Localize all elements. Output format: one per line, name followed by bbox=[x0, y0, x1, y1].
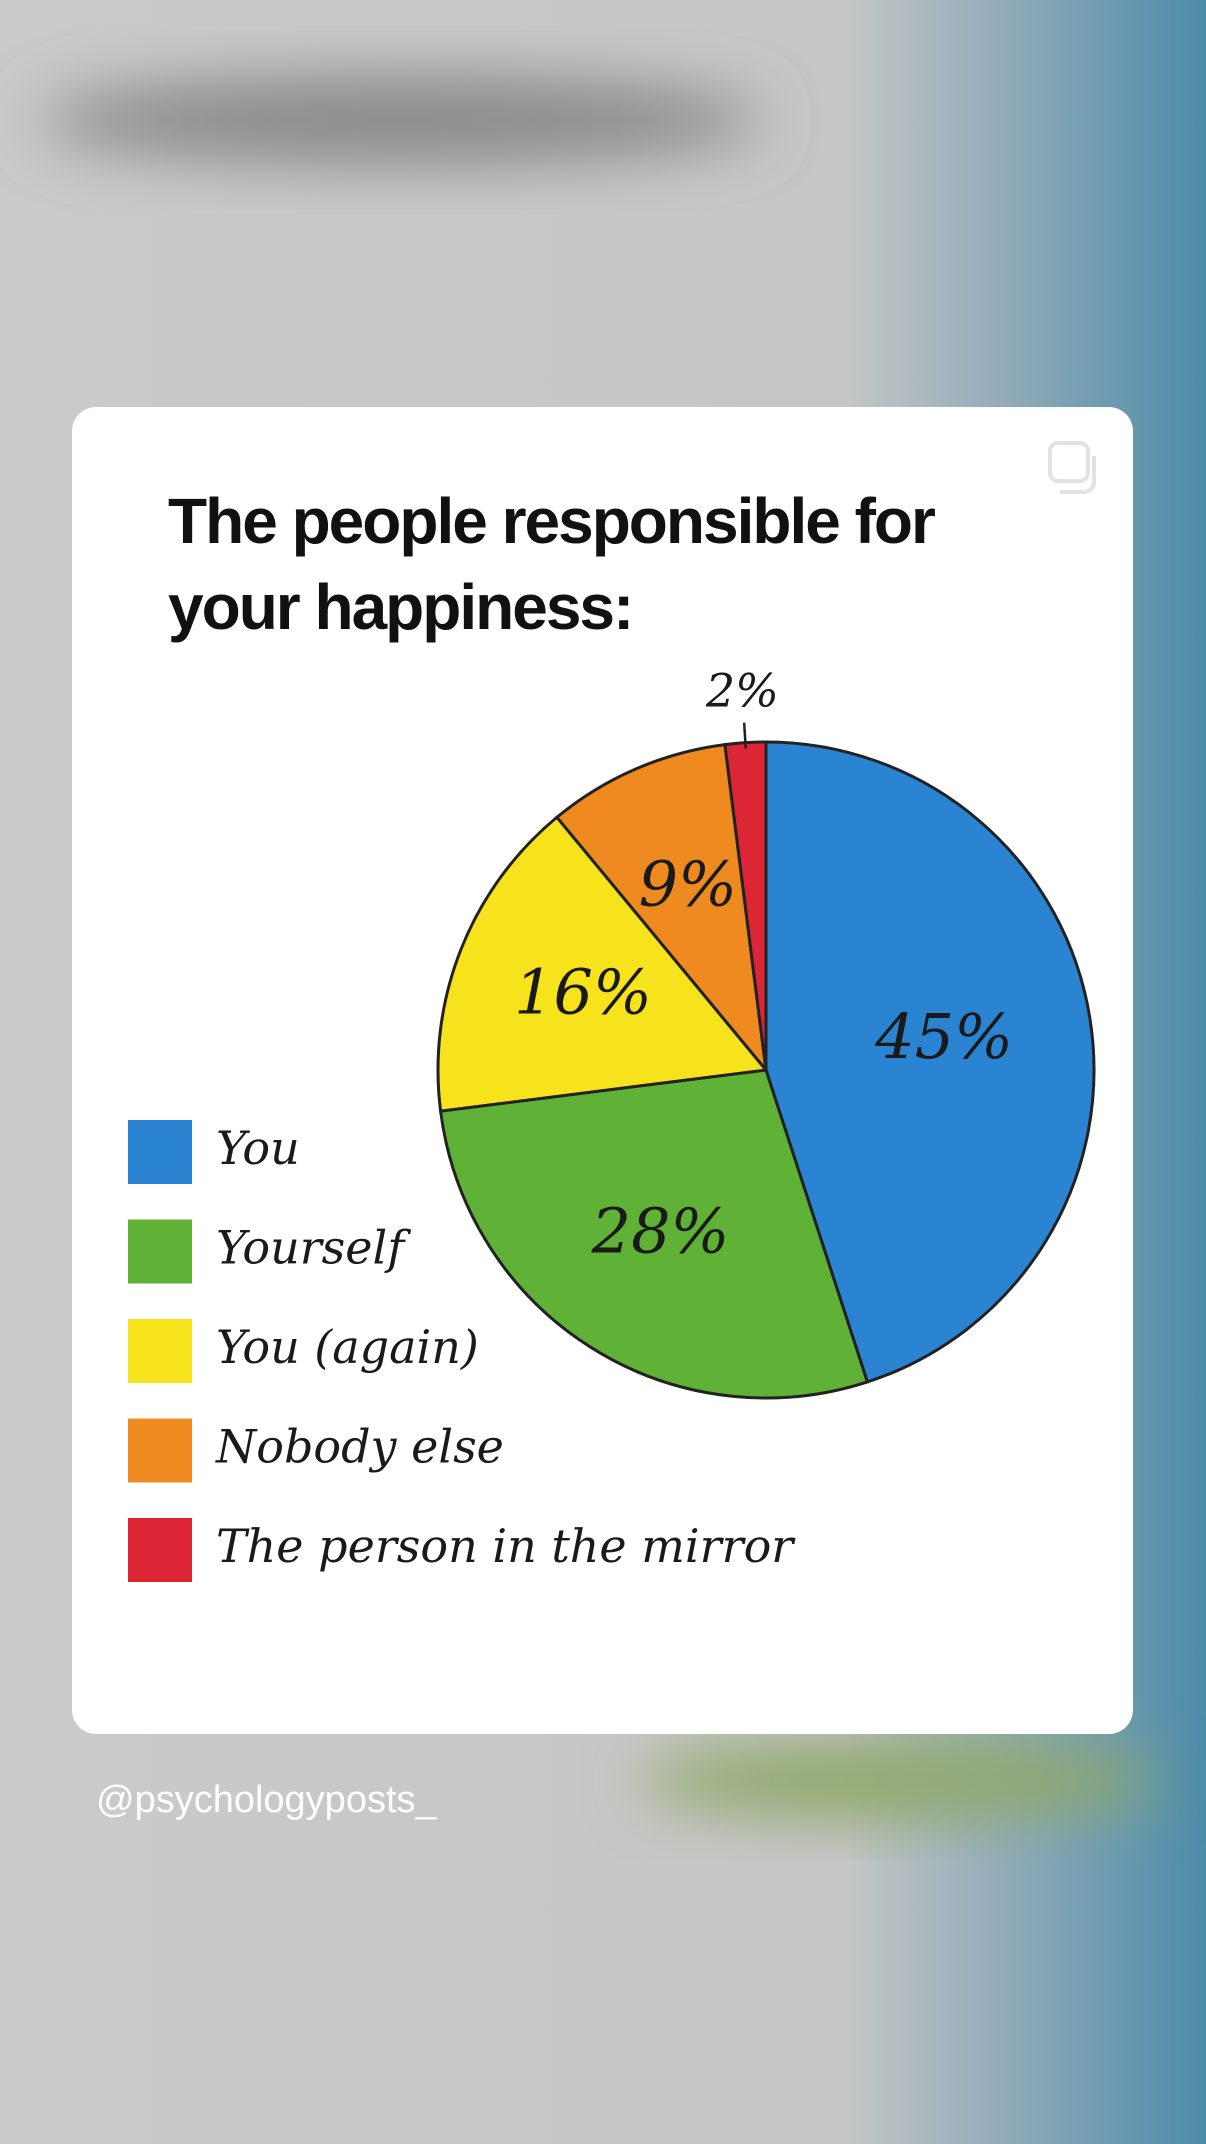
legend-swatch bbox=[128, 1120, 192, 1184]
pie-slice bbox=[438, 1068, 870, 1400]
value-label: 2% bbox=[705, 664, 779, 718]
value-label: 45% bbox=[874, 1000, 1013, 1073]
legend-label: Nobody else bbox=[215, 1420, 504, 1474]
pie-slice bbox=[764, 740, 1096, 1384]
legend-label: Yourself bbox=[216, 1221, 411, 1275]
legend-label: You (again) bbox=[216, 1320, 479, 1374]
blurred-backdrop bbox=[640, 1740, 1160, 1820]
legend-label: You bbox=[216, 1121, 300, 1175]
label-leader bbox=[742, 722, 748, 749]
account-handle: @psychologyposts_ bbox=[96, 1779, 438, 1821]
value-label: 28% bbox=[591, 1194, 730, 1267]
legend-swatch bbox=[128, 1518, 192, 1582]
legend-swatch bbox=[128, 1319, 192, 1383]
chart-title: The people responsible for your happines… bbox=[168, 485, 936, 643]
copy-icon bbox=[1048, 441, 1096, 494]
legend: You Yourself You (again) Nobody else The per… bbox=[128, 1120, 796, 1582]
value-label: 9% bbox=[639, 847, 737, 920]
legend-label: The person in the mirror bbox=[216, 1519, 796, 1573]
pie-slice bbox=[554, 742, 769, 1075]
blurred-backdrop bbox=[40, 75, 760, 165]
legend-swatch bbox=[128, 1219, 192, 1284]
legend-swatch bbox=[128, 1418, 192, 1483]
value-label: 16% bbox=[514, 956, 652, 1029]
pie-slice bbox=[436, 815, 769, 1113]
pie-chart: 45% 28% 16% 9% 2% bbox=[436, 664, 1096, 1400]
